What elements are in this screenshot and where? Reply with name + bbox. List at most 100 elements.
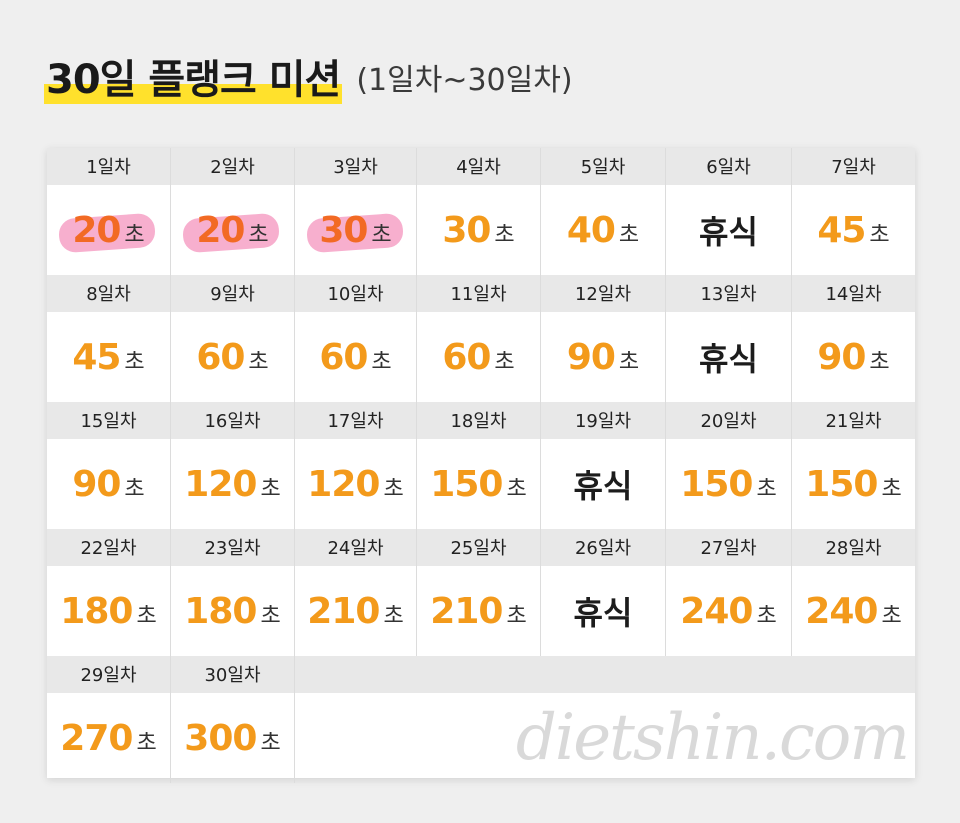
day-cell: 12일차 90 초	[541, 275, 666, 402]
day-duration: 180 초	[171, 566, 294, 656]
day-duration: 90 초	[792, 312, 915, 402]
rest-day-label: 휴식	[573, 594, 633, 632]
seconds-unit: 초	[248, 223, 269, 248]
seconds-value: 30	[442, 209, 491, 251]
seconds-value: 120	[184, 463, 257, 505]
day-cell: 26일차 휴식	[541, 529, 666, 656]
watermark: dietshin.com	[515, 701, 910, 775]
day-label: 11일차	[417, 275, 540, 312]
seconds-value: 20	[72, 209, 121, 251]
day-label: 13일차	[666, 275, 791, 312]
schedule-row: 29일차 270 초 30일차 300 초	[47, 656, 915, 783]
day-label: 1일차	[47, 148, 170, 185]
day-cell: 4일차 30 초	[417, 148, 541, 275]
seconds-unit: 초	[506, 477, 527, 502]
day-duration: 휴식	[541, 566, 665, 656]
day-cell: 1일차 20 초	[47, 148, 171, 275]
day-label: 10일차	[295, 275, 416, 312]
day-duration: 30 초	[295, 185, 416, 275]
day-duration: 210 초	[295, 566, 416, 656]
seconds-value: 90	[817, 336, 866, 378]
day-label: 22일차	[47, 529, 170, 566]
empty-header-strip	[295, 656, 915, 693]
rest-day-label: 휴식	[699, 213, 758, 251]
seconds-value: 90	[72, 463, 121, 505]
day-duration: 45 초	[47, 312, 170, 402]
seconds-unit: 초	[383, 604, 404, 629]
seconds-value: 210	[430, 590, 503, 632]
day-duration: 60 초	[171, 312, 294, 402]
day-cell: 8일차 45 초	[47, 275, 171, 402]
seconds-unit: 초	[124, 477, 145, 502]
day-label: 23일차	[171, 529, 294, 566]
seconds-unit: 초	[371, 223, 392, 248]
day-cell: 20일차 150 초	[666, 402, 792, 529]
day-duration: 300 초	[171, 693, 294, 783]
day-label: 16일차	[171, 402, 294, 439]
seconds-value: 180	[184, 590, 257, 632]
seconds-unit: 초	[248, 350, 269, 375]
day-duration: 휴식	[666, 312, 791, 402]
day-cell: 11일차 60 초	[417, 275, 541, 402]
day-duration: 210 초	[417, 566, 540, 656]
seconds-unit: 초	[124, 223, 145, 248]
seconds-value: 60	[319, 336, 368, 378]
seconds-unit: 초	[260, 731, 281, 756]
day-duration: 90 초	[541, 312, 665, 402]
day-label: 18일차	[417, 402, 540, 439]
day-cell: 9일차 60 초	[171, 275, 295, 402]
day-duration: 150 초	[666, 439, 791, 529]
seconds-unit: 초	[260, 604, 281, 629]
seconds-value: 60	[196, 336, 245, 378]
day-label: 21일차	[792, 402, 915, 439]
seconds-value: 150	[680, 463, 753, 505]
seconds-unit: 초	[869, 350, 890, 375]
day-label: 5일차	[541, 148, 665, 185]
day-duration: 240 초	[792, 566, 915, 656]
day-duration: 휴식	[666, 185, 791, 275]
day-label: 3일차	[295, 148, 416, 185]
day-duration: 60 초	[295, 312, 416, 402]
day-cell: 2일차 20 초	[171, 148, 295, 275]
seconds-value: 45	[72, 336, 121, 378]
day-duration: 240 초	[666, 566, 791, 656]
seconds-unit: 초	[881, 477, 902, 502]
day-duration: 30 초	[417, 185, 540, 275]
day-label: 25일차	[417, 529, 540, 566]
day-label: 4일차	[417, 148, 540, 185]
day-duration: 40 초	[541, 185, 665, 275]
day-label: 6일차	[666, 148, 791, 185]
schedule-row: 1일차 20 초 2일차 20 초 3일차 30 초 4일차 30 초 5일차 40 초 6일차 휴식 7일차 45…	[47, 148, 915, 275]
day-label: 20일차	[666, 402, 791, 439]
page-title: 30일 플랭크 미션	[44, 50, 343, 110]
day-label: 14일차	[792, 275, 915, 312]
rest-day-label: 휴식	[699, 340, 758, 378]
seconds-value: 120	[307, 463, 380, 505]
day-cell: 25일차 210 초	[417, 529, 541, 656]
day-cell: 15일차 90 초	[47, 402, 171, 529]
day-cell: 10일차 60 초	[295, 275, 417, 402]
seconds-value: 240	[805, 590, 878, 632]
schedule-row: 8일차 45 초 9일차 60 초 10일차 60 초 11일차 60 초 12일차 90 초 13일차 휴식 1…	[47, 275, 915, 402]
seconds-value: 270	[60, 717, 133, 759]
day-duration: 60 초	[417, 312, 540, 402]
seconds-value: 30	[319, 209, 368, 251]
day-cell: 23일차 180 초	[171, 529, 295, 656]
day-label: 19일차	[541, 402, 665, 439]
seconds-unit: 초	[506, 604, 527, 629]
seconds-value: 45	[817, 209, 866, 251]
day-cell: 30일차 300 초	[171, 656, 295, 783]
day-cell: 5일차 40 초	[541, 148, 666, 275]
day-cell: 22일차 180 초	[47, 529, 171, 656]
day-duration: 20 초	[171, 185, 294, 275]
seconds-unit: 초	[124, 350, 145, 375]
day-duration: 150 초	[417, 439, 540, 529]
day-label: 2일차	[171, 148, 294, 185]
seconds-value: 240	[680, 590, 753, 632]
seconds-value: 20	[196, 209, 245, 251]
seconds-value: 150	[430, 463, 503, 505]
day-cell: 17일차 120 초	[295, 402, 417, 529]
day-label: 30일차	[171, 656, 294, 693]
schedule-row: 15일차 90 초 16일차 120 초 17일차 120 초 18일차 150 초 19일차 휴식 20일…	[47, 402, 915, 529]
